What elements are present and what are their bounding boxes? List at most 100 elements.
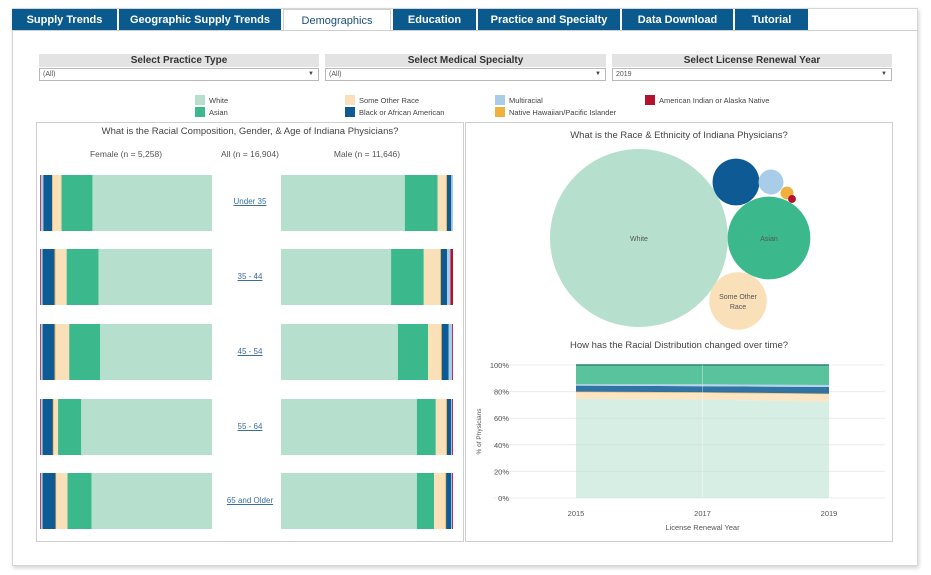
bar-male-45-54-some-other-race[interactable] xyxy=(428,324,441,380)
bar-female-65-and-older-black-or-african-american[interactable] xyxy=(42,473,56,529)
area-multiracial[interactable] xyxy=(576,384,829,387)
legend-item-black[interactable]: Black or African American xyxy=(345,107,444,117)
legend-item-american-indian[interactable]: American Indian or Alaska Native xyxy=(645,95,769,105)
bar-female-55-64-white[interactable] xyxy=(81,399,212,455)
bar-male-under-35-black-or-african-american[interactable] xyxy=(446,175,452,231)
bar-female-under-35-american-indian-or-alaska-native[interactable] xyxy=(40,175,41,231)
age-link-45-54[interactable]: 45 - 54 xyxy=(237,347,263,356)
age-link-35-44[interactable]: 35 - 44 xyxy=(237,272,263,281)
legend-item-multiracial[interactable]: Multiracial xyxy=(495,95,543,105)
bar-female-65-and-older-native-hawaiian-pacific-islander[interactable] xyxy=(55,473,57,529)
age-link-under-35[interactable]: Under 35 xyxy=(233,197,267,206)
bar-male-65-and-older-some-other-race[interactable] xyxy=(434,473,446,529)
bar-male-55-64-black-or-african-american[interactable] xyxy=(446,399,452,455)
bar-female-35-44-american-indian-or-alaska-native[interactable] xyxy=(40,249,41,305)
bar-female-35-44-some-other-race[interactable] xyxy=(55,249,67,305)
bar-male-45-54-american-indian-or-alaska-native[interactable] xyxy=(452,324,453,380)
bar-female-35-44-multiracial[interactable] xyxy=(40,249,43,305)
bar-female-55-64-some-other-race[interactable] xyxy=(53,399,59,455)
area-native-hawaiian-pacific-islander[interactable] xyxy=(576,391,829,395)
bar-female-65-and-older-some-other-race[interactable] xyxy=(56,473,68,529)
bar-male-35-44-white[interactable] xyxy=(281,249,392,305)
bar-female-45-54-some-other-race[interactable] xyxy=(55,324,70,380)
bar-female-35-44-black-or-african-american[interactable] xyxy=(42,249,55,305)
bar-female-65-and-older-white[interactable] xyxy=(91,473,212,529)
bar-female-under-35-native-hawaiian-pacific-islander[interactable] xyxy=(52,175,53,231)
bar-male-35-44-asian[interactable] xyxy=(391,249,424,305)
bar-female-45-54-black-or-african-american[interactable] xyxy=(42,324,55,380)
tab-data-download[interactable]: Data Download xyxy=(622,9,733,31)
bar-female-65-and-older-multiracial[interactable] xyxy=(40,473,43,529)
bar-male-65-and-older-american-indian-or-alaska-native[interactable] xyxy=(452,473,453,529)
bar-male-65-and-older-native-hawaiian-pacific-islander[interactable] xyxy=(445,473,447,529)
bar-male-55-64-multiracial[interactable] xyxy=(451,399,453,455)
bubble-black-or-african-american[interactable] xyxy=(712,158,760,206)
bar-male-35-44-multiracial[interactable] xyxy=(446,249,451,305)
bar-male-35-44-some-other-race[interactable] xyxy=(423,249,441,305)
bar-male-45-54-native-hawaiian-pacific-islander[interactable] xyxy=(440,324,442,380)
bar-female-under-35-white[interactable] xyxy=(92,175,212,231)
bubble-asian[interactable] xyxy=(727,196,811,280)
bar-male-55-64-white[interactable] xyxy=(281,399,417,455)
bar-male-under-35-some-other-race[interactable] xyxy=(437,175,447,231)
bar-male-45-54-multiracial[interactable] xyxy=(448,324,453,380)
bar-male-under-35-asian[interactable] xyxy=(404,175,438,231)
bar-male-45-54-white[interactable] xyxy=(281,324,398,380)
bar-male-45-54-asian[interactable] xyxy=(397,324,429,380)
bubble-multiracial[interactable] xyxy=(758,169,784,195)
bar-female-45-54-white[interactable] xyxy=(100,324,212,380)
bar-female-45-54-native-hawaiian-pacific-islander[interactable] xyxy=(54,324,56,380)
bar-male-under-35-white[interactable] xyxy=(281,175,405,231)
age-link-55-64[interactable]: 55 - 64 xyxy=(237,422,263,431)
bar-male-65-and-older-white[interactable] xyxy=(281,473,417,529)
bar-female-35-44-asian[interactable] xyxy=(66,249,99,305)
area-some-other-race[interactable] xyxy=(576,392,829,402)
bar-female-under-35-black-or-african-american[interactable] xyxy=(43,175,53,231)
age-link-65-and-older[interactable]: 65 and Older xyxy=(226,496,274,505)
bar-male-55-64-native-hawaiian-pacific-islander[interactable] xyxy=(446,399,447,455)
license-year-select[interactable]: 2019 ▼ xyxy=(612,68,892,81)
practice-type-select[interactable]: (All) ▼ xyxy=(39,68,319,81)
bar-male-65-and-older-multiracial[interactable] xyxy=(451,473,453,529)
tab-education[interactable]: Education xyxy=(393,9,476,31)
legend-item-native-hawaiian[interactable]: Native Hawaiian/Pacific Islander xyxy=(495,107,616,117)
bar-female-55-64-black-or-african-american[interactable] xyxy=(42,399,53,455)
bar-female-65-and-older-american-indian-or-alaska-native[interactable] xyxy=(40,473,41,529)
legend-item-asian[interactable]: Asian xyxy=(195,107,228,117)
medical-specialty-select[interactable]: (All) ▼ xyxy=(325,68,606,81)
bar-male-35-44-native-hawaiian-pacific-islander[interactable] xyxy=(440,249,441,305)
area-asian[interactable] xyxy=(576,365,829,385)
tab-supply-trends[interactable]: Supply Trends xyxy=(12,9,117,31)
bar-male-35-44-black-or-african-american[interactable] xyxy=(440,249,447,305)
bubble-white[interactable] xyxy=(550,149,728,327)
area-white[interactable] xyxy=(576,398,829,498)
legend-item-white[interactable]: White xyxy=(195,95,228,105)
bar-female-55-64-asian[interactable] xyxy=(58,399,82,455)
bar-female-55-64-multiracial[interactable] xyxy=(40,399,43,455)
bar-female-55-64-native-hawaiian-pacific-islander[interactable] xyxy=(52,399,54,455)
bar-female-35-44-white[interactable] xyxy=(98,249,212,305)
bubble-american-indian-or-alaska-native[interactable] xyxy=(788,195,796,203)
bar-female-under-35-asian[interactable] xyxy=(61,175,93,231)
bar-male-35-44-american-indian-or-alaska-native[interactable] xyxy=(450,249,453,305)
bar-female-65-and-older-asian[interactable] xyxy=(67,473,92,529)
bar-male-65-and-older-asian[interactable] xyxy=(416,473,435,529)
bar-female-45-54-american-indian-or-alaska-native[interactable] xyxy=(40,324,41,380)
bubble-some-other-race[interactable] xyxy=(709,272,767,330)
bar-female-35-44-native-hawaiian-pacific-islander[interactable] xyxy=(54,249,56,305)
bar-female-45-54-asian[interactable] xyxy=(69,324,101,380)
bar-female-45-54-multiracial[interactable] xyxy=(40,324,43,380)
bar-male-65-and-older-black-or-african-american[interactable] xyxy=(446,473,452,529)
bar-male-under-35-multiracial[interactable] xyxy=(451,175,453,231)
bar-male-55-64-some-other-race[interactable] xyxy=(435,399,447,455)
tab-practice-and-specialty[interactable]: Practice and Specialty xyxy=(478,9,620,31)
tab-geographic-supply-trends[interactable]: Geographic Supply Trends xyxy=(119,9,281,31)
tab-tutorial[interactable]: Tutorial xyxy=(735,9,808,31)
legend-item-some-other-race[interactable]: Some Other Race xyxy=(345,95,419,105)
bar-female-55-64-american-indian-or-alaska-native[interactable] xyxy=(40,399,41,455)
bar-male-55-64-asian[interactable] xyxy=(416,399,436,455)
bar-male-55-64-american-indian-or-alaska-native[interactable] xyxy=(452,399,453,455)
bar-male-45-54-black-or-african-american[interactable] xyxy=(441,324,449,380)
tab-demographics[interactable]: Demographics xyxy=(283,9,391,31)
bar-female-under-35-multiracial[interactable] xyxy=(40,175,44,231)
